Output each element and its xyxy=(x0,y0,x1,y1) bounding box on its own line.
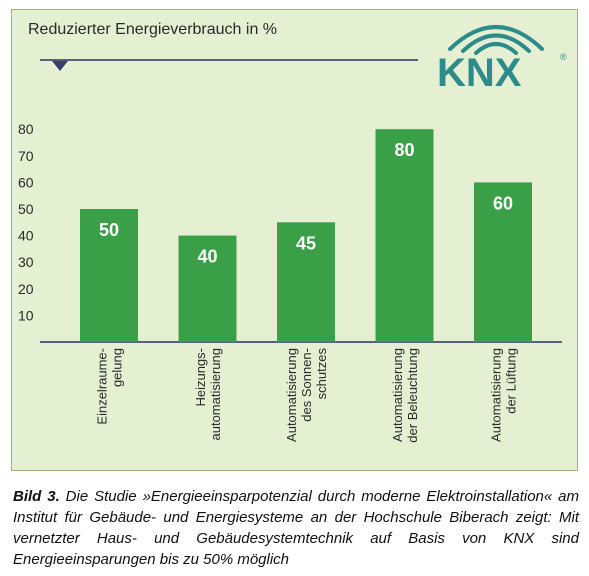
bar-chart: KNX ® 10 20 30 40 50 60 70 80 50 40 45 80 60 Einzel… xyxy=(18,25,567,443)
knx-logo-text: KNX xyxy=(437,51,522,95)
category-label-line: schutzes xyxy=(314,348,329,400)
category-label: Automatisierung der Lüftung xyxy=(489,348,519,442)
category-label: Heizungs-automatisierung xyxy=(193,348,223,441)
category-label-line: automatisierung xyxy=(208,348,223,441)
bar-value-labels: 50 40 45 80 60 xyxy=(99,140,513,266)
category-label-line: Einzelraume- xyxy=(95,348,110,425)
knx-logo-arc-inner xyxy=(474,42,518,55)
knx-logo-registered: ® xyxy=(560,52,567,62)
bar xyxy=(474,182,532,342)
figure-caption: Bild 3. Die Studie »Energieeinsparpotenz… xyxy=(13,486,579,570)
bar-value-label: 40 xyxy=(197,247,217,267)
category-label-line: Automatisierung xyxy=(390,348,405,442)
knx-logo-arc-outer xyxy=(448,25,544,51)
knx-logo: KNX ® xyxy=(437,25,567,95)
y-tick-label: 30 xyxy=(18,254,34,270)
y-tick-labels: 10 20 30 40 50 60 70 80 xyxy=(18,121,34,323)
indicator-triangle-icon xyxy=(52,61,68,71)
category-label-line: Automatisierung xyxy=(284,348,299,442)
y-tick-label: 10 xyxy=(18,307,34,323)
chart-title: Reduzierter Energieverbrauch in % xyxy=(28,21,278,38)
bars xyxy=(80,129,532,342)
category-label-line: der Lüftung xyxy=(504,348,519,414)
category-label: Automatisierung der Beleuchtung xyxy=(390,348,420,443)
y-tick-label: 20 xyxy=(18,281,34,297)
y-tick-label: 40 xyxy=(18,228,34,244)
bar xyxy=(80,209,138,342)
category-label-line: Heizungs- xyxy=(193,348,208,407)
y-tick-label: 50 xyxy=(18,201,34,217)
category-label-line: Automatisierung xyxy=(489,348,504,442)
category-label: Einzelraume-gelung xyxy=(95,348,125,425)
y-tick-label: 60 xyxy=(18,174,34,190)
bar xyxy=(178,235,237,342)
category-label: Automatisierung des Sonnen-schutzes xyxy=(284,348,329,442)
knx-logo-arc-middle xyxy=(461,33,531,53)
bar-value-label: 45 xyxy=(296,233,316,253)
bar xyxy=(277,222,335,342)
bar-value-label: 80 xyxy=(394,140,414,160)
caption-label: Bild 3. xyxy=(13,488,60,505)
category-labels: Einzelraume-gelung Heizungs-automatisieru… xyxy=(95,348,519,443)
category-label-line: gelung xyxy=(110,348,125,387)
y-tick-label: 80 xyxy=(18,121,34,137)
category-label-line: der Beleuchtung xyxy=(405,348,420,443)
bar-value-label: 60 xyxy=(493,193,513,213)
bar-value-label: 50 xyxy=(99,220,119,240)
bar xyxy=(375,129,434,342)
y-tick-label: 70 xyxy=(18,148,34,164)
category-label-line: des Sonnen- xyxy=(299,348,314,422)
caption-text: Die Studie »Energieeinsparpotenzial durc… xyxy=(13,488,579,568)
